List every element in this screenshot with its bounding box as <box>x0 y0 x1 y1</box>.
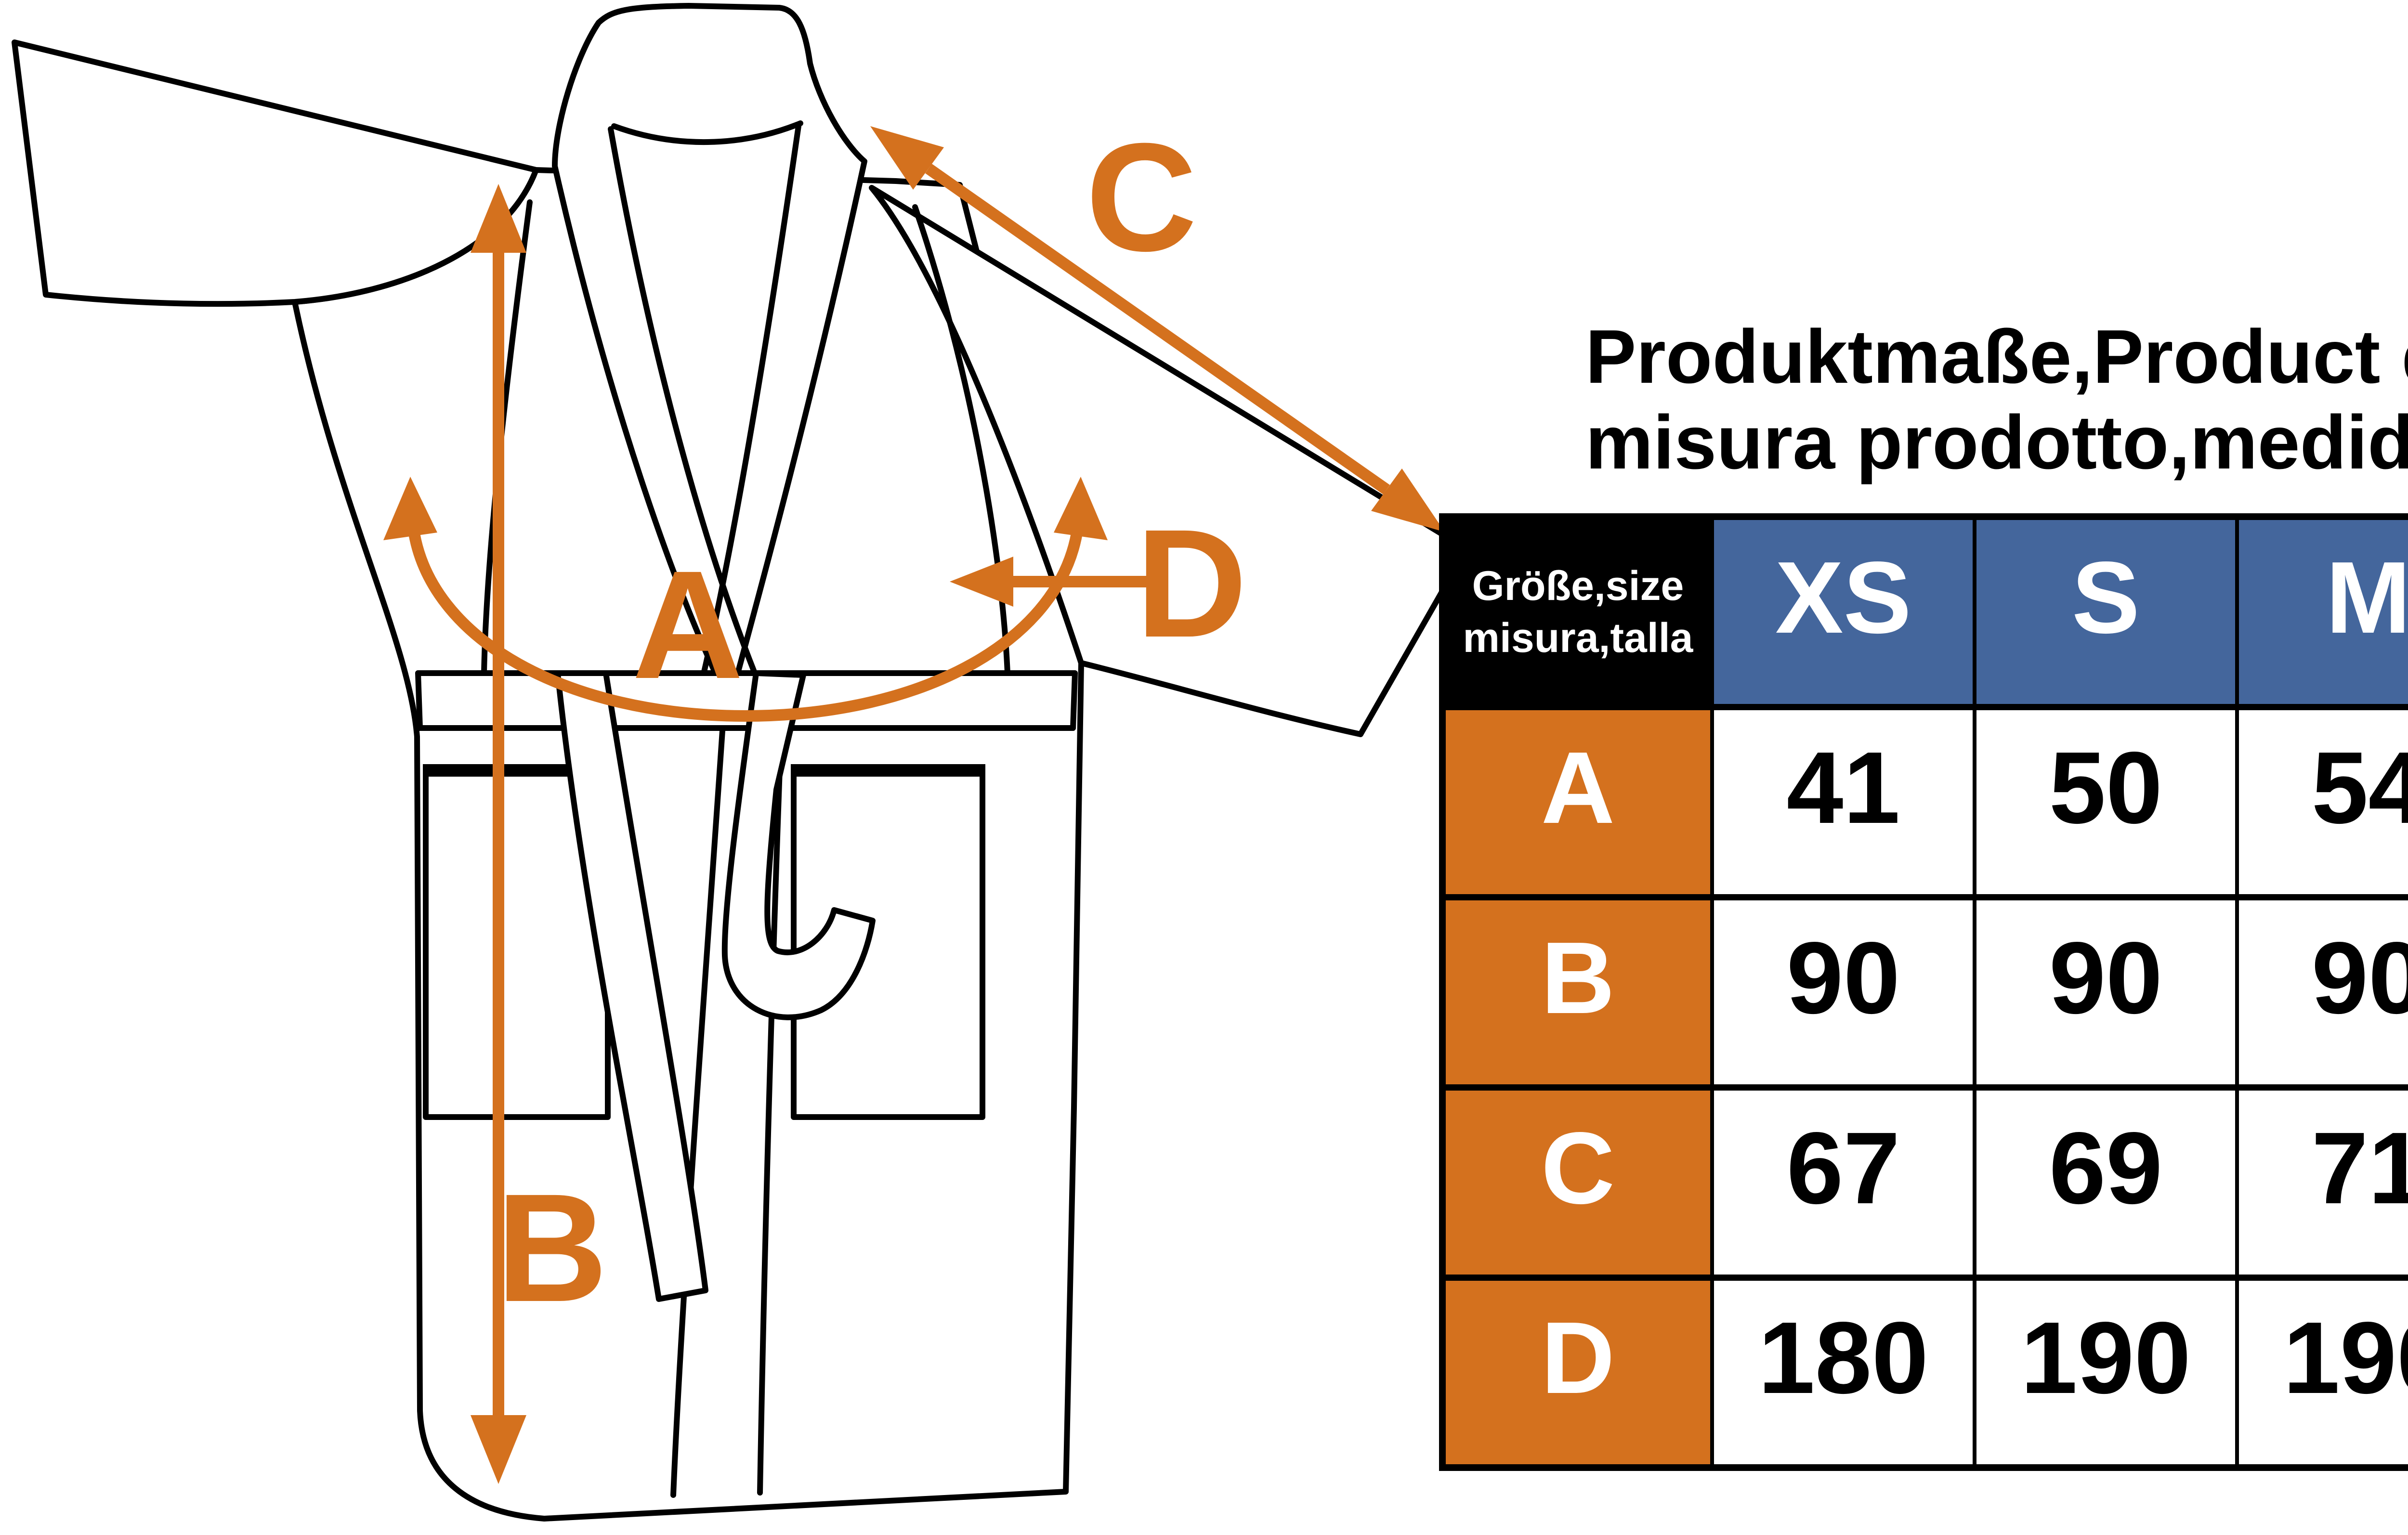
dimension-arrow-b <box>471 184 526 1484</box>
col-header-xs: XS <box>1710 513 1976 710</box>
corner-header-line1: Größe,size <box>1472 562 1684 609</box>
cell-a-s: 50 <box>1973 703 2239 900</box>
cell-d-m: 190 <box>2235 1274 2408 1471</box>
table-row-d: D 180 190 190 200 200 200 210 210 <box>1440 1274 2408 1471</box>
robe-belt-end-hook <box>721 670 876 1020</box>
cell-a-m: 54 <box>2235 703 2408 900</box>
col-header-m: M <box>2235 513 2408 710</box>
cell-d-xs: 180 <box>1710 1274 1976 1471</box>
row-label-a: A <box>1440 703 1714 900</box>
corner-header-line2: misura,talla <box>1463 614 1693 661</box>
robe-right-lapel-inner <box>701 123 801 675</box>
table-row-c: C 67 69 71 73 75 77 79 81 <box>1440 1084 2408 1281</box>
product-title-line2: misura prodotto,medida del producto <box>1585 400 2408 485</box>
dimension-label-c: C <box>1086 111 1197 283</box>
robe-belt-end-long <box>555 670 708 1302</box>
cell-c-m: 71 <box>2235 1084 2408 1281</box>
product-title-line1: Produktmaße,Product dimension <box>1585 314 2408 399</box>
robe-left-lapel-inner <box>608 126 763 689</box>
dimension-label-a: A <box>632 538 743 711</box>
cell-b-xs: 90 <box>1710 894 1976 1091</box>
col-header-s: S <box>1973 513 2239 710</box>
dimension-label-d: D <box>1136 497 1247 669</box>
dimension-arrow-d <box>950 557 1150 607</box>
dimension-label-b: B <box>496 1161 607 1334</box>
dimension-arc-a <box>383 477 1108 722</box>
robe-front-opening-right <box>757 728 784 1496</box>
cell-a-xs: 41 <box>1710 703 1976 900</box>
dimension-arrow-c <box>870 126 1445 532</box>
table-header-row: Größe,size misura,talla XS S M L XL 2XL … <box>1440 513 2408 710</box>
robe-neck-seam <box>611 120 803 145</box>
cell-b-s: 90 <box>1973 894 2239 1091</box>
cell-b-m: 90 <box>2235 894 2408 1091</box>
table-row-a: A 41 50 54 58 62 66 70 74 <box>1440 703 2408 900</box>
robe-right-sleeve <box>869 185 1469 737</box>
table-row-b: B 90 90 90 95 95 95 95 95 <box>1440 894 2408 1091</box>
size-table: Größe,size misura,talla XS S M L XL 2XL … <box>1439 513 2408 1471</box>
bathrobe-drawing: C A D B <box>12 3 1469 1522</box>
robe-collar <box>552 3 867 706</box>
cell-c-xs: 67 <box>1710 1084 1976 1281</box>
robe-front-opening-left <box>670 728 725 1498</box>
row-label-d: D <box>1440 1274 1714 1471</box>
robe-right-seam <box>912 204 1010 676</box>
corner-header: Größe,size misura,talla <box>1440 513 1714 710</box>
row-label-c: C <box>1440 1084 1714 1281</box>
cell-c-s: 69 <box>1973 1084 2239 1281</box>
row-label-b: B <box>1440 894 1714 1091</box>
cell-d-s: 190 <box>1973 1274 2239 1471</box>
product-title: Produktmaße,Product dimension misura pro… <box>1585 314 2408 485</box>
